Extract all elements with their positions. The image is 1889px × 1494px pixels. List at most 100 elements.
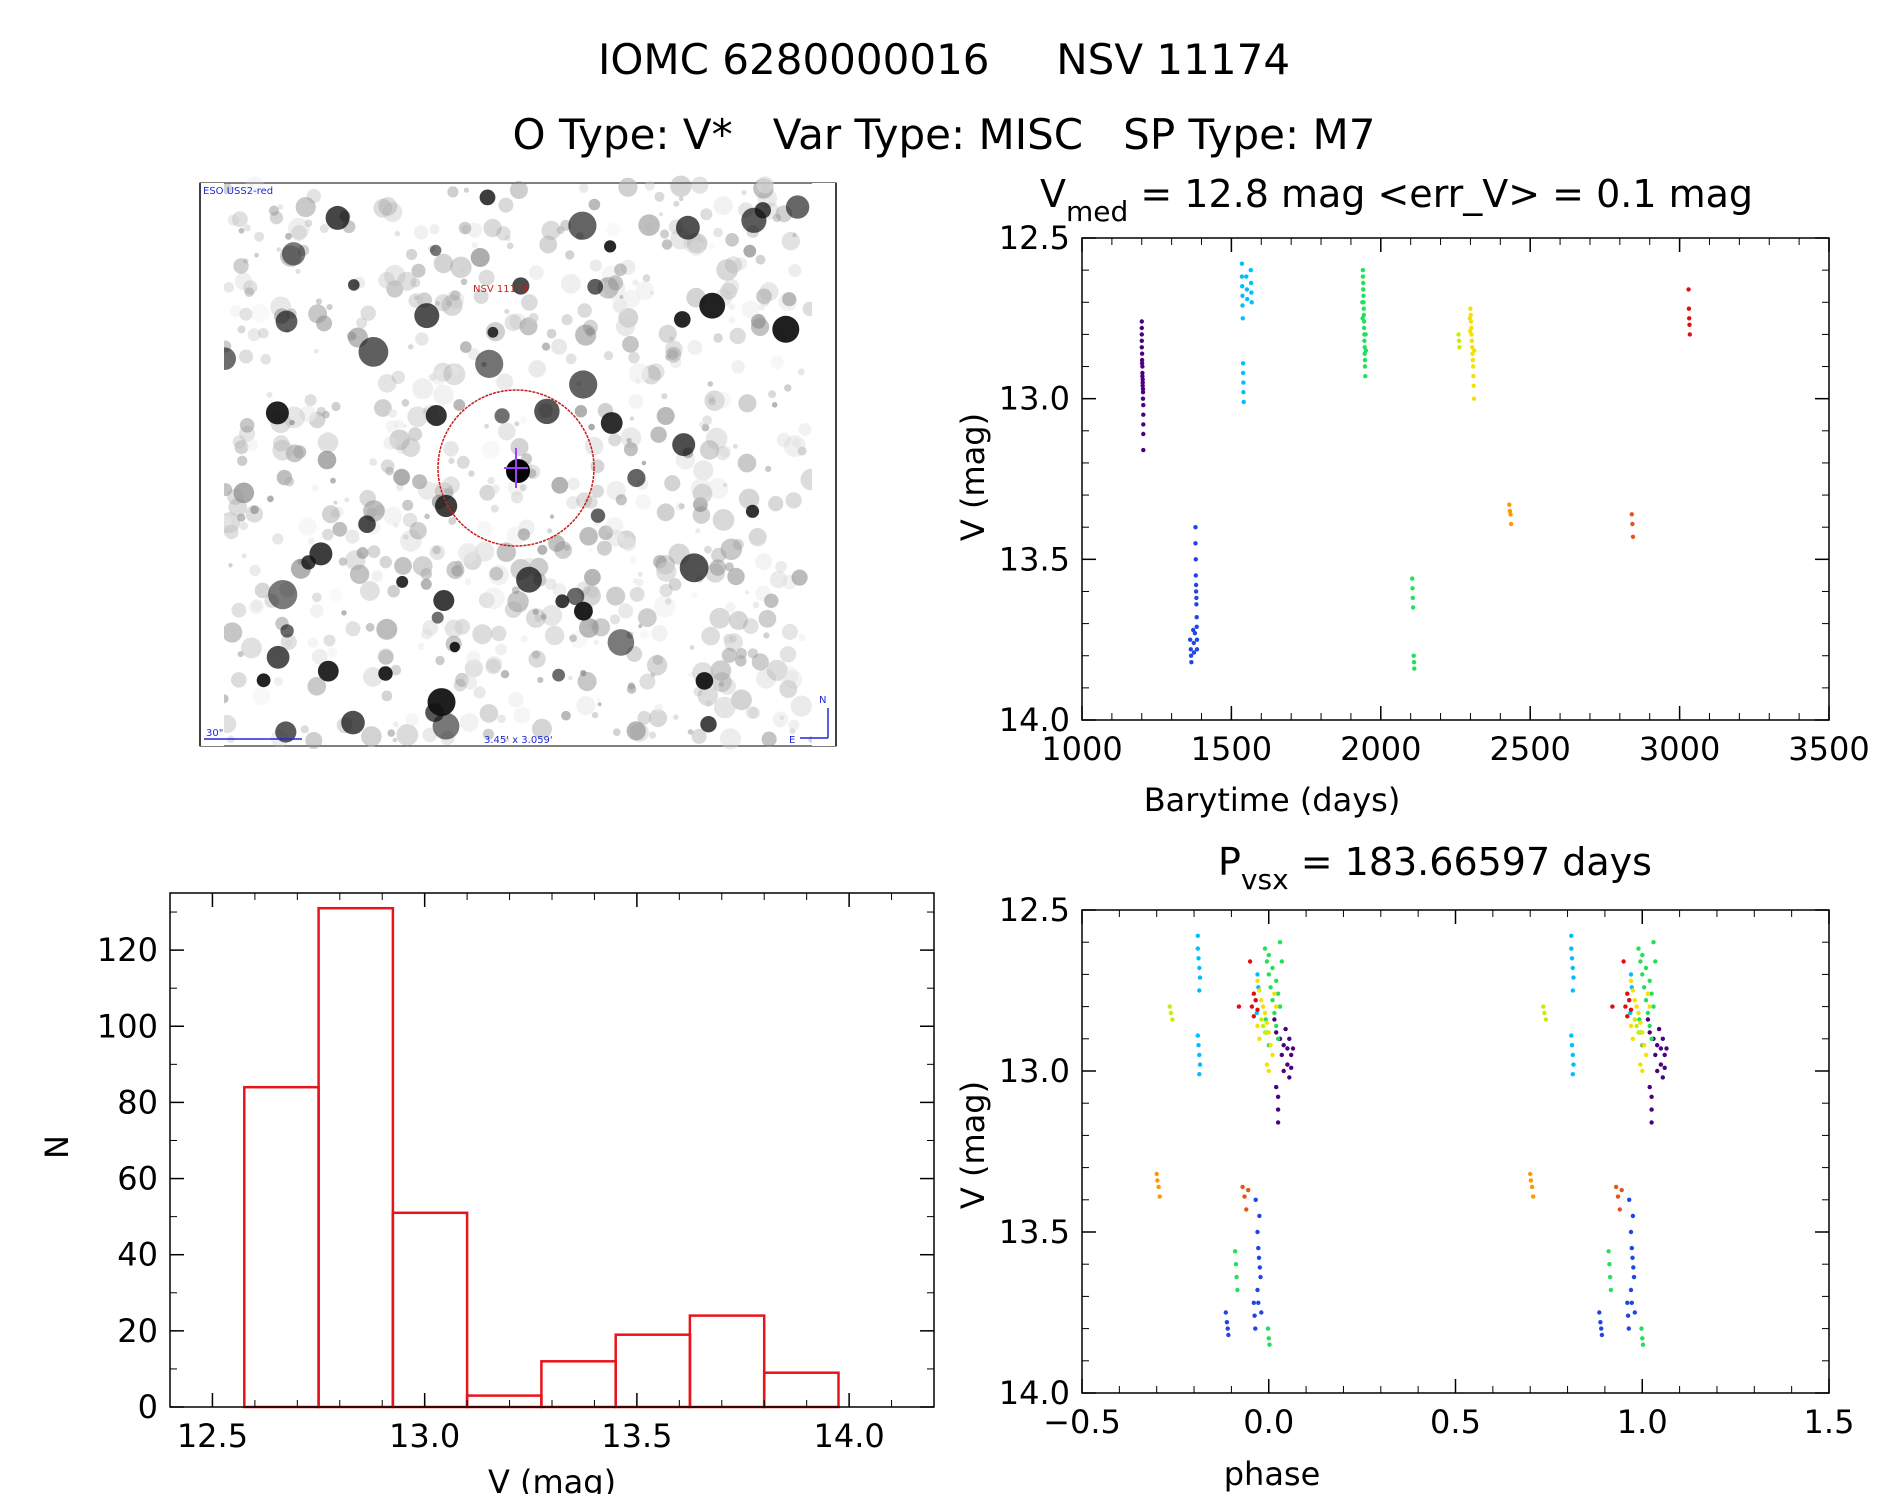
- sky-noise-blob: [267, 495, 274, 503]
- sky-noise-blob: [393, 468, 410, 486]
- sky-noise-blob: [687, 340, 703, 355]
- sky-noise-blob: [239, 521, 248, 531]
- sky-noise-blob: [768, 390, 777, 399]
- sky-noise-blob: [369, 458, 378, 466]
- figure-title-line2: O Type: V* Var Type: MISC SP Type: M7: [513, 110, 1376, 159]
- phased-curve-point: [1631, 1265, 1636, 1270]
- sky-noise-blob: [713, 196, 733, 216]
- phased-curve-point: [1628, 972, 1634, 977]
- sky-noise-blob: [500, 670, 510, 679]
- sky-noise-blob: [626, 684, 637, 694]
- sky-noise-blob: [781, 623, 798, 640]
- light-curve-point: [1188, 637, 1193, 642]
- sky-noise-blob: [384, 264, 406, 287]
- light-curve-point: [1470, 345, 1475, 350]
- sky-noise-blob: [626, 437, 632, 443]
- sky-noise-blob: [593, 639, 600, 646]
- sky-noise-blob: [670, 175, 692, 197]
- sky-noise-blob: [513, 706, 531, 724]
- sky-noise-blob: [678, 196, 684, 202]
- light-curve-point: [1508, 521, 1514, 527]
- phased-curve-point: [1255, 978, 1260, 983]
- sky-noise-blob: [269, 211, 283, 225]
- phased-curve-point: [1640, 1342, 1646, 1347]
- sky-noise-blob: [295, 197, 316, 218]
- sky-noise-blob: [711, 547, 727, 563]
- phased-curve-point: [1257, 988, 1262, 993]
- sky-noise-blob: [453, 678, 467, 692]
- sky-noise-blob: [487, 476, 495, 485]
- sky-noise-blob: [540, 613, 547, 620]
- sky-noise-blob: [249, 599, 264, 614]
- sky-noise-blob: [510, 438, 529, 456]
- sky-noise-blob: [724, 633, 743, 652]
- phased-curve-point: [1630, 1036, 1636, 1042]
- sky-star: [590, 508, 606, 523]
- light-curve-point: [1468, 306, 1473, 311]
- sky-noise-blob: [695, 528, 701, 534]
- histogram-xtick-label: 13.0: [389, 1417, 460, 1455]
- sky-noise-blob: [495, 643, 507, 656]
- sky-noise-blob: [615, 494, 627, 506]
- light-curve-point: [1194, 637, 1200, 642]
- sky-noise-blob: [648, 708, 668, 728]
- sky-noise-blob: [433, 253, 454, 274]
- phased-curve-point: [1240, 1184, 1245, 1190]
- sky-noise-blob: [658, 212, 664, 217]
- sky-noise-blob: [249, 564, 261, 577]
- light-curve-point: [1239, 274, 1245, 279]
- phased-curve-point: [1195, 1033, 1201, 1038]
- sky-noise-blob: [664, 354, 671, 361]
- light-curve-point: [1362, 338, 1367, 343]
- sky-noise-blob: [239, 418, 255, 433]
- phased-curve-point: [1641, 985, 1647, 990]
- light-curve-point: [1141, 412, 1146, 417]
- phased-curve-point: [1653, 959, 1658, 964]
- sky-noise-blob: [691, 176, 709, 194]
- sky-noise-blob: [412, 474, 428, 490]
- sky-noise-blob: [792, 232, 797, 238]
- sky-noise-blob: [721, 647, 738, 663]
- light-curve-point: [1472, 348, 1477, 353]
- sky-noise-blob: [778, 666, 799, 686]
- sky-noise-blob: [673, 200, 680, 207]
- phased-curve-point: [1246, 1187, 1251, 1193]
- sky-noise-blob: [377, 374, 397, 393]
- light-curve-point: [1363, 348, 1369, 353]
- histogram-ytick-label: 20: [117, 1312, 158, 1350]
- sky-noise-blob: [769, 570, 788, 589]
- phased-curve-point: [1277, 1004, 1283, 1009]
- light-curve-panel: Vmed = 12.8 mag <err_V> = 0.1 mag 1000 15…: [954, 172, 1870, 819]
- phased-curve-point: [1570, 988, 1576, 993]
- sky-noise-blob: [381, 690, 393, 702]
- phased-curve-point: [1289, 1065, 1294, 1071]
- sky-noise-blob: [622, 289, 641, 308]
- sky-noise-blob: [603, 351, 614, 361]
- light-curve-point: [1194, 624, 1199, 629]
- sky-noise-blob: [232, 435, 246, 449]
- light-curve-point: [1244, 287, 1250, 292]
- light-curve-point: [1192, 631, 1198, 636]
- light-curve-point: [1139, 325, 1145, 331]
- sky-star: [266, 645, 290, 669]
- sky-noise-blob: [392, 737, 398, 743]
- sky-noise-blob: [407, 406, 428, 428]
- sky-noise-blob: [565, 353, 577, 365]
- survey-label: ESO USS2-red: [203, 186, 273, 197]
- sky-noise-blob: [707, 381, 714, 387]
- light-curve-point: [1194, 615, 1199, 620]
- sky-noise-blob: [779, 646, 797, 663]
- sky-noise-blob: [763, 632, 770, 639]
- sky-noise-blob: [755, 553, 772, 571]
- sky-noise-blob: [448, 517, 457, 525]
- sky-noise-blob: [241, 553, 247, 559]
- sky-star: [358, 515, 376, 533]
- histogram-bar: [762, 1371, 840, 1409]
- phased-curve-point: [1249, 1004, 1255, 1009]
- light-curve-point: [1471, 374, 1476, 379]
- phased-curve-point: [1630, 1255, 1635, 1261]
- light-curve-point: [1507, 502, 1512, 507]
- sky-noise-blob: [422, 727, 438, 743]
- phased-curve-point: [1638, 959, 1643, 964]
- sky-noise-blob: [332, 521, 348, 537]
